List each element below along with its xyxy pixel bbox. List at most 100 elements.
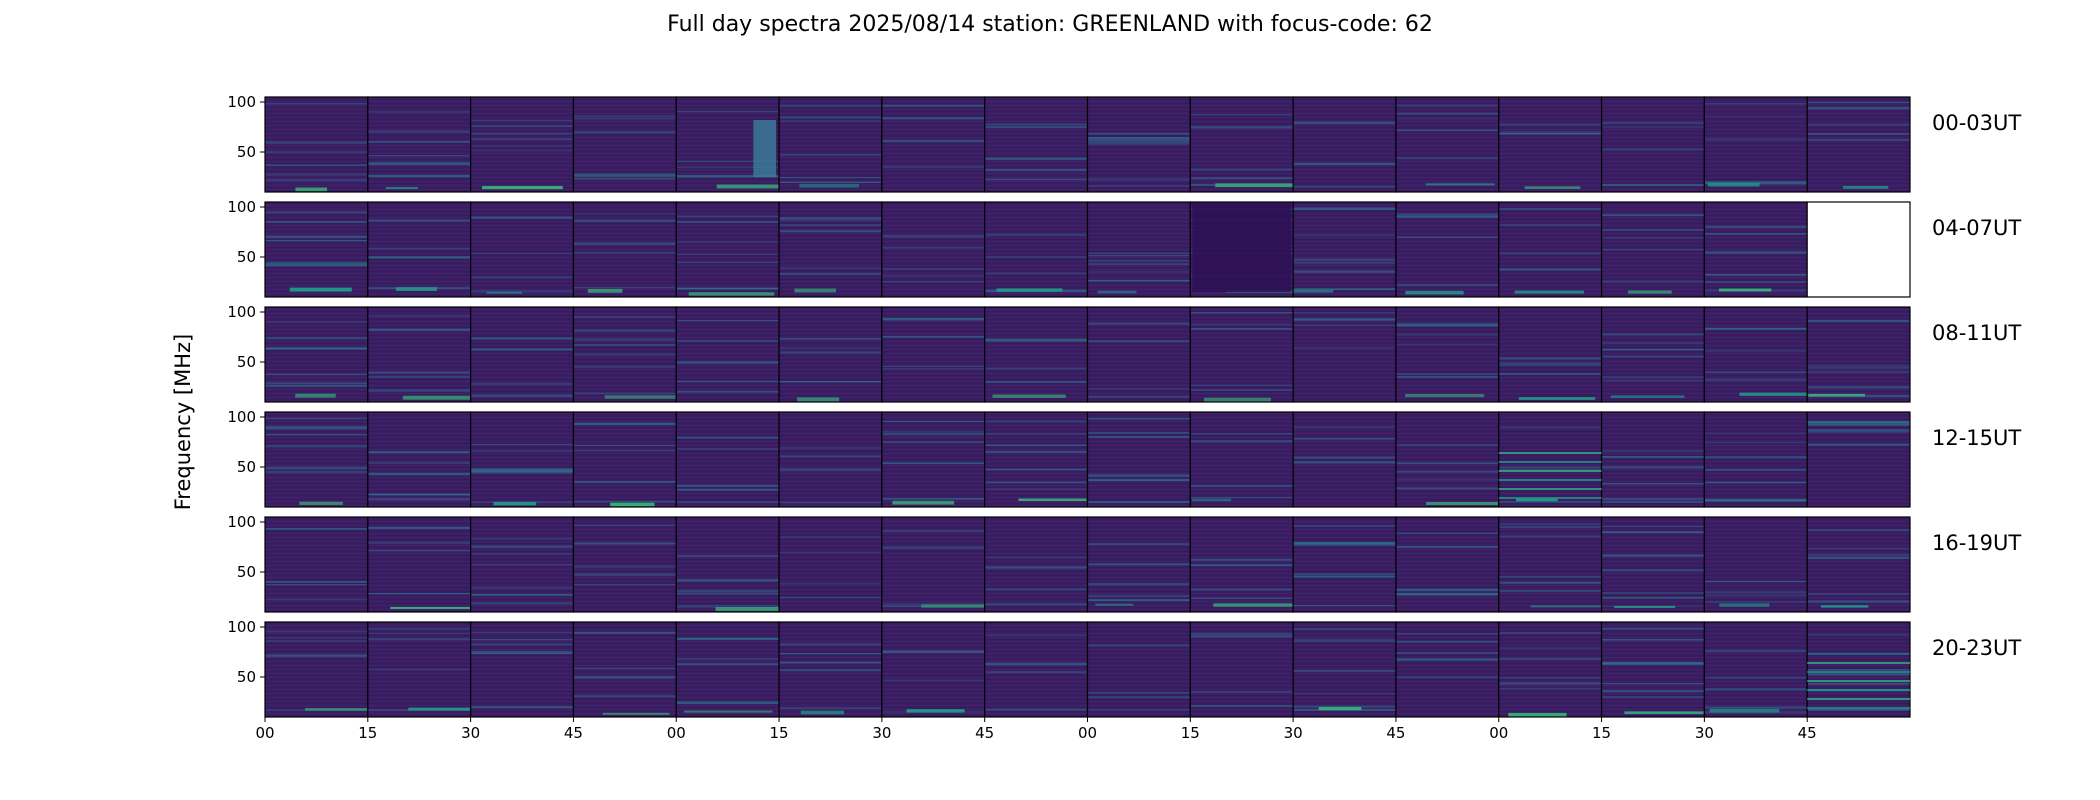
spectrum-panel [367,201,472,298]
spectrum-panel [1395,411,1516,508]
spectrum-panel [470,621,575,718]
spectrum-panel [1498,201,1603,298]
spectrum-panel [1086,621,1191,718]
spectrum-panel [1189,96,1297,193]
spectrum-panel [470,96,575,193]
spectrum-panel [1806,96,1911,193]
y-tick-label: 50 [237,563,256,581]
spectrum-panel [1395,516,1500,613]
x-tick-label: 15 [358,724,377,742]
spectrum-panel [1395,621,1500,718]
spectrum-panel [1189,516,1302,613]
x-tick-label: 30 [872,724,891,742]
y-tick-label: 100 [227,93,256,111]
spectrum-panel [1498,96,1603,193]
spectrum-panel [1600,96,1705,193]
spectrum-panel [572,516,677,613]
spectrum-panel [264,621,391,718]
spectrum-panel [1086,306,1191,403]
spectrum-panel [1292,96,1397,193]
y-tick-label: 100 [227,618,256,636]
spectrum-panel [572,621,677,718]
spectrum-panel [984,201,1089,298]
chart-title: Full day spectra 2025/08/14 station: GRE… [667,12,1433,37]
spectrum-panel [1600,306,1705,403]
spectrum-panel [881,516,986,613]
spectrum-panel [778,96,883,193]
spectrum-panel [778,201,883,298]
spectrum-panel [984,411,1089,508]
spectrum-panel [1498,516,1603,613]
spectrum-panel [778,516,883,613]
spectrum-panel [881,201,986,298]
y-tick-label: 50 [237,458,256,476]
x-tick-label: 45 [564,724,583,742]
spectrum-panel [881,621,986,718]
spectrum-panel [1292,621,1397,718]
x-tick-label: 30 [461,724,480,742]
spectrum-panel [1703,411,1808,508]
spectrum-panel [1703,201,1808,298]
spectrum-panel [984,96,1089,193]
spectrum-panel [572,201,677,298]
feature-mark [1807,662,1910,709]
y-tick-label: 50 [237,143,256,161]
spectrum-panel [572,96,677,193]
y-tick-label: 50 [237,668,256,686]
spectrum-panel [1806,201,1911,298]
spectrum-panel [470,201,575,298]
x-tick-label: 15 [770,724,789,742]
spectrum-panel [1498,621,1603,718]
spectrum-panel [1292,201,1397,298]
spectrum-panel [675,306,780,403]
spectrum-panel [1189,306,1294,403]
spectrum-panel [1395,201,1500,298]
spectrum-panel [367,96,472,193]
x-tick-label: 30 [1284,724,1303,742]
spectrum-panel [881,411,986,508]
spectrum-panel [367,411,472,508]
spectrum-panel [1086,411,1191,508]
y-tick-label: 50 [237,353,256,371]
spectrum-panel [367,516,477,613]
spectrum-panel [1806,516,1911,613]
spectrum-panel [264,516,369,613]
spectrum-panel [1292,411,1397,508]
spectrum-panel [1703,621,1808,718]
spectrum-panel [264,96,369,193]
spectrum-panel [1806,306,1911,403]
x-tick-label: 30 [1695,724,1714,742]
x-tick-label: 00 [667,724,686,742]
x-tick-label: 45 [1386,724,1405,742]
spectrum-panel [1498,411,1603,508]
spectrum-panel [572,411,677,508]
spectrum-panel [675,516,803,613]
x-tick-label: 00 [1078,724,1097,742]
spectrum-panel [1600,411,1705,508]
feature-mark [1498,452,1602,499]
feature-mark [1192,203,1292,292]
row-time-label: 16-19UT [1932,531,2021,555]
spectrum-panel [984,621,1089,718]
spectrum-panel [367,306,474,403]
spectrum-panel [1395,306,1500,403]
spectrum-panel [1292,516,1397,613]
spectrum-panel [1600,621,1709,718]
spectrum-panel [1292,306,1397,403]
spectrum-panel [1086,516,1191,613]
spectrum-panel [1395,96,1500,193]
spectrum-panel [1703,516,1808,613]
spectrum-panel [984,306,1089,403]
spectrum-panel [264,411,369,508]
y-tick-label: 100 [227,198,256,216]
spectrum-panel [881,96,986,193]
spectrum-panel [1189,411,1294,508]
x-tick-label: 15 [1592,724,1611,742]
row-time-label: 00-03UT [1932,111,2021,135]
spectrum-panel [470,306,575,403]
spectrum-panel [675,411,780,508]
spectrum-panel [1600,516,1705,613]
spectrum-panel [1806,621,1911,718]
x-tick-label: 00 [1489,724,1508,742]
